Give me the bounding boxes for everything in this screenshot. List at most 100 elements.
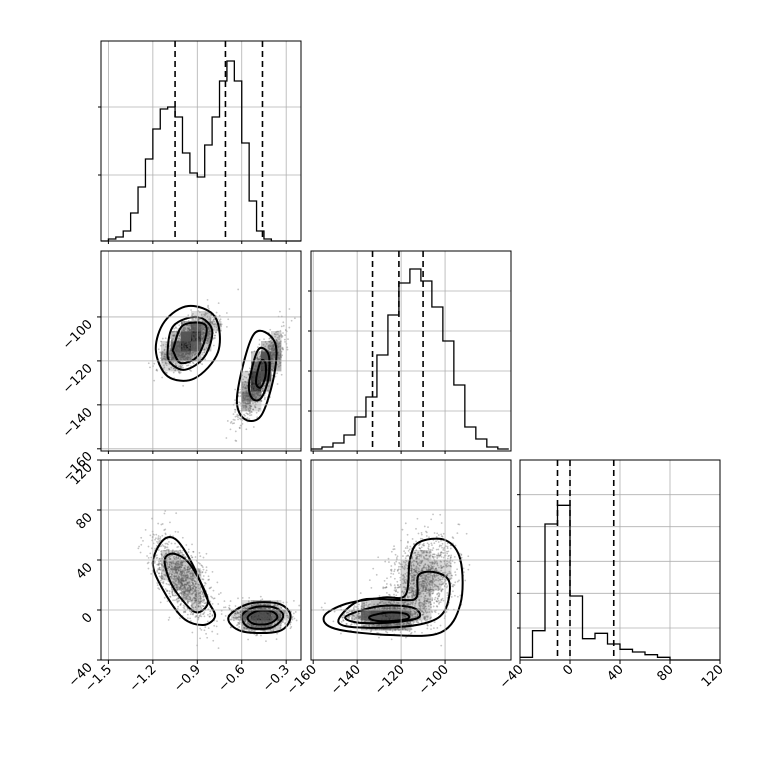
scatter-point [253, 384, 256, 387]
scatter-point [259, 375, 261, 378]
scatter-point [256, 353, 259, 356]
scatter-point [181, 336, 183, 339]
scatter-point [176, 330, 179, 332]
scatter-point [182, 347, 185, 350]
scatter-point [191, 351, 194, 353]
scatter-point [181, 353, 184, 356]
scatter-point [201, 601, 204, 604]
scatter-point [174, 530, 177, 533]
scatter-point [187, 344, 190, 347]
scatter-point [261, 372, 263, 375]
scatter-point [201, 352, 204, 354]
scatter-point [270, 362, 273, 365]
scatter-point [198, 615, 201, 617]
scatter-point [194, 352, 197, 355]
scatter-point [273, 347, 275, 350]
scatter-point [197, 309, 200, 312]
scatter-point [198, 332, 201, 335]
scatter-point [193, 338, 196, 341]
scatter-point [175, 364, 178, 367]
scatter-point [275, 338, 278, 341]
scatter-point [192, 343, 195, 346]
scatter-point [192, 327, 195, 330]
scatter-point [182, 353, 185, 355]
scatter-point [258, 374, 261, 377]
scatter-point [258, 375, 261, 377]
scatter-point [189, 617, 192, 620]
scatter-point [149, 552, 152, 555]
scatter-point [258, 380, 261, 383]
scatter-point [209, 317, 212, 320]
scatter-point [259, 394, 262, 397]
scatter-point [249, 414, 251, 417]
scatter-point [244, 394, 247, 397]
scatter-point [200, 324, 203, 327]
scatter-point [191, 328, 194, 331]
scatter-point [245, 390, 248, 393]
scatter-point [187, 337, 190, 339]
scatter-point [191, 340, 194, 343]
scatter-point [191, 344, 194, 347]
scatter-point [259, 364, 262, 367]
scatter-point [191, 314, 194, 317]
scatter-point [213, 597, 216, 600]
scatter-point [181, 561, 184, 564]
scatter-point [146, 562, 149, 565]
scatter-point [185, 589, 188, 591]
scatter-point [260, 377, 263, 380]
scatter-point [188, 344, 190, 347]
scatter-point [257, 358, 260, 361]
scatter-point [171, 331, 174, 333]
scatter-point [184, 337, 187, 340]
scatter-point [191, 332, 194, 335]
scatter-point [280, 325, 283, 328]
scatter-point [174, 350, 176, 352]
scatter-point [181, 321, 183, 324]
scatter-point [173, 575, 176, 577]
scatter-point [251, 387, 254, 390]
scatter-point [170, 562, 173, 565]
scatter-point [177, 570, 180, 572]
scatter-point [259, 373, 262, 376]
contour-line-0-5 [235, 329, 278, 423]
scatter-point [186, 343, 189, 346]
scatter-point [207, 326, 210, 329]
scatter-point [212, 318, 215, 321]
scatter-point [215, 326, 218, 328]
scatter-point [161, 523, 164, 525]
scatter-point [202, 324, 205, 327]
scatter-point [270, 365, 272, 368]
scatter-point [182, 341, 184, 343]
scatter-point [266, 360, 269, 363]
scatter-point [191, 335, 194, 338]
scatter-point [182, 384, 185, 387]
scatter-point [262, 368, 265, 371]
scatter-point [197, 329, 200, 332]
scatter-point [219, 323, 222, 326]
scatter-point [195, 586, 197, 589]
scatter-point [188, 344, 191, 346]
scatter-point [198, 332, 201, 335]
scatter-point [276, 344, 279, 347]
scatter-point [248, 367, 251, 370]
scatter-point [199, 627, 202, 630]
density-cell [251, 391, 262, 402]
scatter-point [191, 345, 194, 347]
scatter-point [183, 584, 185, 587]
scatter-point [271, 344, 273, 347]
scatter-point [150, 572, 153, 575]
scatter-point [186, 613, 189, 616]
scatter-point [281, 346, 284, 349]
scatter-point [251, 390, 254, 393]
scatter-point [175, 352, 178, 354]
scatter-point [199, 337, 202, 340]
scatter-point [202, 613, 204, 616]
scatter-point [179, 341, 182, 344]
scatter-point [185, 343, 187, 346]
scatter-point [183, 330, 186, 333]
scatter-point [242, 391, 245, 394]
scatter-point [192, 332, 195, 335]
scatter-point [256, 389, 259, 391]
scatter-point [258, 407, 260, 410]
scatter-point [257, 394, 260, 396]
